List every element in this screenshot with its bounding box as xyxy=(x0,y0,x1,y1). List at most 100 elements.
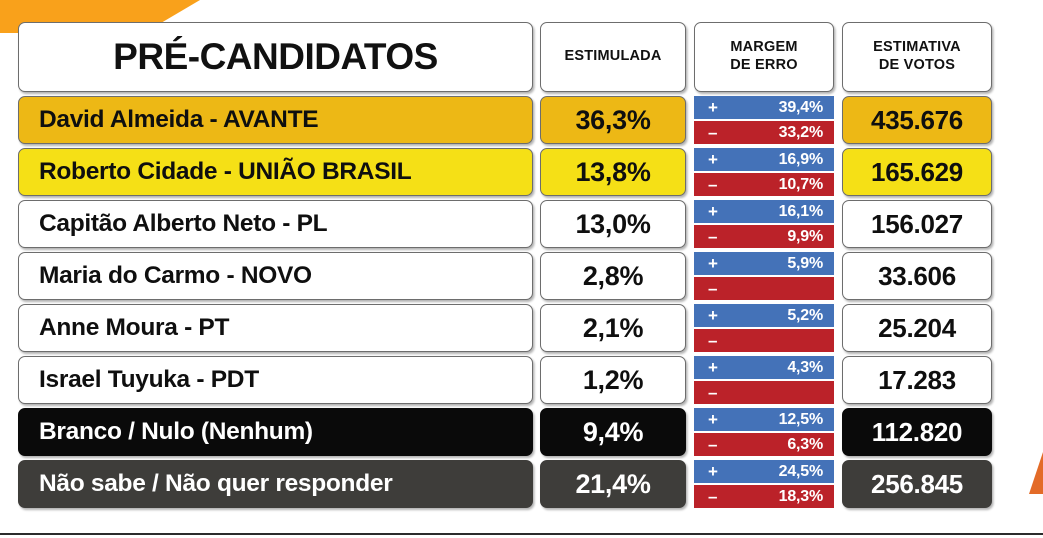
margem-erro-cell: +16,9% – 10,7% xyxy=(694,148,834,196)
decorative-orange-corner-right xyxy=(1029,452,1043,494)
margin-plus-value: 24,5% xyxy=(778,462,824,480)
margem-erro-cell: +4,3% – xyxy=(694,356,834,404)
estimulada-cell: 13,8% xyxy=(540,148,686,196)
estimativa-votos-cell: 25.204 xyxy=(842,304,992,352)
margin-plus-bar: +39,4% xyxy=(694,96,834,119)
estimulada-cell: 1,2% xyxy=(540,356,686,404)
margin-minus-bar: – 10,7% xyxy=(694,173,834,196)
estimulada-value: 1,2% xyxy=(582,364,644,395)
estimativa-votos-cell: 156.027 xyxy=(842,200,992,248)
margin-plus-bar: +24,5% xyxy=(694,460,834,483)
table-row: Branco / Nulo (Nenhum) 9,4% +12,5% – 6,3% 112… xyxy=(18,408,1026,456)
estimativa-votos-value: 33.606 xyxy=(878,260,956,291)
margem-erro-cell: +12,5% – 6,3% xyxy=(694,408,834,456)
estimativa-votos-value: 25.204 xyxy=(878,312,956,343)
margin-minus-bar: – 33,2% xyxy=(694,121,834,144)
candidate-name: Israel Tuyuka - PDT xyxy=(39,366,259,393)
table-row: Anne Moura - PT 2,1% +5,2% – 25.204 xyxy=(18,304,1026,352)
plus-icon: + xyxy=(708,254,718,273)
candidate-name: Branco / Nulo (Nenhum) xyxy=(39,418,313,445)
estimulada-cell: 21,4% xyxy=(540,460,686,508)
margin-plus-bar: +16,1% xyxy=(694,200,834,223)
plus-icon: + xyxy=(708,358,718,377)
minus-icon: – xyxy=(708,435,718,454)
estimativa-votos-cell: 112.820 xyxy=(842,408,992,456)
margin-minus-bar: – 9,9% xyxy=(694,225,834,248)
margin-plus-bar: +16,9% xyxy=(694,148,834,171)
estimulada-value: 2,8% xyxy=(582,260,644,291)
margin-plus-value: 5,2% xyxy=(787,306,823,324)
header-cell-candidates: PRÉ-CANDIDATOS xyxy=(18,22,533,92)
plus-icon: + xyxy=(708,150,718,169)
table-body: David Almeida - AVANTE 36,3% +39,4% – 33,2% 4… xyxy=(18,96,1026,508)
estimulada-value: 21,4% xyxy=(575,468,651,499)
minus-icon: – xyxy=(708,331,718,350)
estimativa-votos-cell: 435.676 xyxy=(842,96,992,144)
table-row: David Almeida - AVANTE 36,3% +39,4% – 33,2% 4… xyxy=(18,96,1026,144)
minus-icon: – xyxy=(708,175,718,194)
page-title: PRÉ-CANDIDATOS xyxy=(113,36,438,77)
margin-plus-value: 12,5% xyxy=(778,410,824,428)
margem-erro-cell: +5,9% – xyxy=(694,252,834,300)
candidate-name-cell: Anne Moura - PT xyxy=(18,304,533,352)
estimativa-votos-cell: 17.283 xyxy=(842,356,992,404)
estimulada-cell: 2,1% xyxy=(540,304,686,352)
table-row: Maria do Carmo - NOVO 2,8% +5,9% – 33.606 xyxy=(18,252,1026,300)
margin-plus-bar: +12,5% xyxy=(694,408,834,431)
candidate-name: Capitão Alberto Neto - PL xyxy=(39,210,328,237)
table-row: Roberto Cidade - UNIÃO BRASIL 13,8% +16,9%… xyxy=(18,148,1026,196)
estimativa-votos-value: 256.845 xyxy=(871,468,963,499)
margin-plus-value: 16,1% xyxy=(778,202,824,220)
table-row: Não sabe / Não quer responder 21,4% +24,5%… xyxy=(18,460,1026,508)
margem-erro-cell: +39,4% – 33,2% xyxy=(694,96,834,144)
plus-icon: + xyxy=(708,306,718,325)
minus-icon: – xyxy=(708,383,718,402)
margin-minus-value: 9,9% xyxy=(787,227,823,245)
estimulada-value: 9,4% xyxy=(582,416,644,447)
minus-icon: – xyxy=(708,123,718,142)
estimativa-votos-cell: 165.629 xyxy=(842,148,992,196)
margin-minus-bar: – xyxy=(694,381,834,404)
candidate-name: David Almeida - AVANTE xyxy=(39,106,319,133)
margem-erro-cell: +5,2% – xyxy=(694,304,834,352)
table-row: Capitão Alberto Neto - PL 13,0% +16,1% – 9,9… xyxy=(18,200,1026,248)
header-label-estimulada: ESTIMULADA xyxy=(564,48,662,65)
candidate-name: Roberto Cidade - UNIÃO BRASIL xyxy=(39,158,412,185)
estimativa-votos-value: 112.820 xyxy=(871,416,963,447)
margin-plus-bar: +5,2% xyxy=(694,304,834,327)
estimativa-votos-value: 156.027 xyxy=(871,208,963,239)
margin-minus-bar: – 18,3% xyxy=(694,485,834,508)
candidate-name: Anne Moura - PT xyxy=(39,314,230,341)
candidate-name-cell: Não sabe / Não quer responder xyxy=(18,460,533,508)
header-label-estimativa-line2: DE VOTOS xyxy=(878,57,956,73)
candidate-name-cell: Roberto Cidade - UNIÃO BRASIL xyxy=(18,148,533,196)
margin-plus-value: 39,4% xyxy=(778,98,824,116)
estimativa-votos-cell: 256.845 xyxy=(842,460,992,508)
margin-minus-value: 33,2% xyxy=(778,123,824,141)
plus-icon: + xyxy=(708,98,718,117)
table-row: Israel Tuyuka - PDT 1,2% +4,3% – 17.283 xyxy=(18,356,1026,404)
margin-minus-bar: – 6,3% xyxy=(694,433,834,456)
estimativa-votos-value: 165.629 xyxy=(871,156,963,187)
estimulada-value: 2,1% xyxy=(582,312,644,343)
minus-icon: – xyxy=(708,487,718,506)
minus-icon: – xyxy=(708,279,718,298)
header-label-margem-line2: DE ERRO xyxy=(730,57,798,73)
candidate-name-cell: Maria do Carmo - NOVO xyxy=(18,252,533,300)
margin-plus-bar: +5,9% xyxy=(694,252,834,275)
bottom-divider-rule xyxy=(0,533,1043,535)
candidate-name-cell: David Almeida - AVANTE xyxy=(18,96,533,144)
margin-plus-value: 16,9% xyxy=(778,150,824,168)
margem-erro-cell: +24,5% – 18,3% xyxy=(694,460,834,508)
candidate-name: Não sabe / Não quer responder xyxy=(39,470,393,497)
margin-plus-bar: +4,3% xyxy=(694,356,834,379)
plus-icon: + xyxy=(708,410,718,429)
margin-minus-bar: – xyxy=(694,277,834,300)
header-cell-estimativa-votos: ESTIMATIVA DE VOTOS xyxy=(842,22,992,92)
table-header-row: PRÉ-CANDIDATOS ESTIMULADA MARGEM DE ERRO… xyxy=(18,22,1026,92)
estimulada-value: 13,0% xyxy=(575,208,651,239)
estimulada-value: 36,3% xyxy=(575,104,651,135)
candidate-name-cell: Branco / Nulo (Nenhum) xyxy=(18,408,533,456)
margin-plus-value: 5,9% xyxy=(787,254,823,272)
estimulada-cell: 36,3% xyxy=(540,96,686,144)
